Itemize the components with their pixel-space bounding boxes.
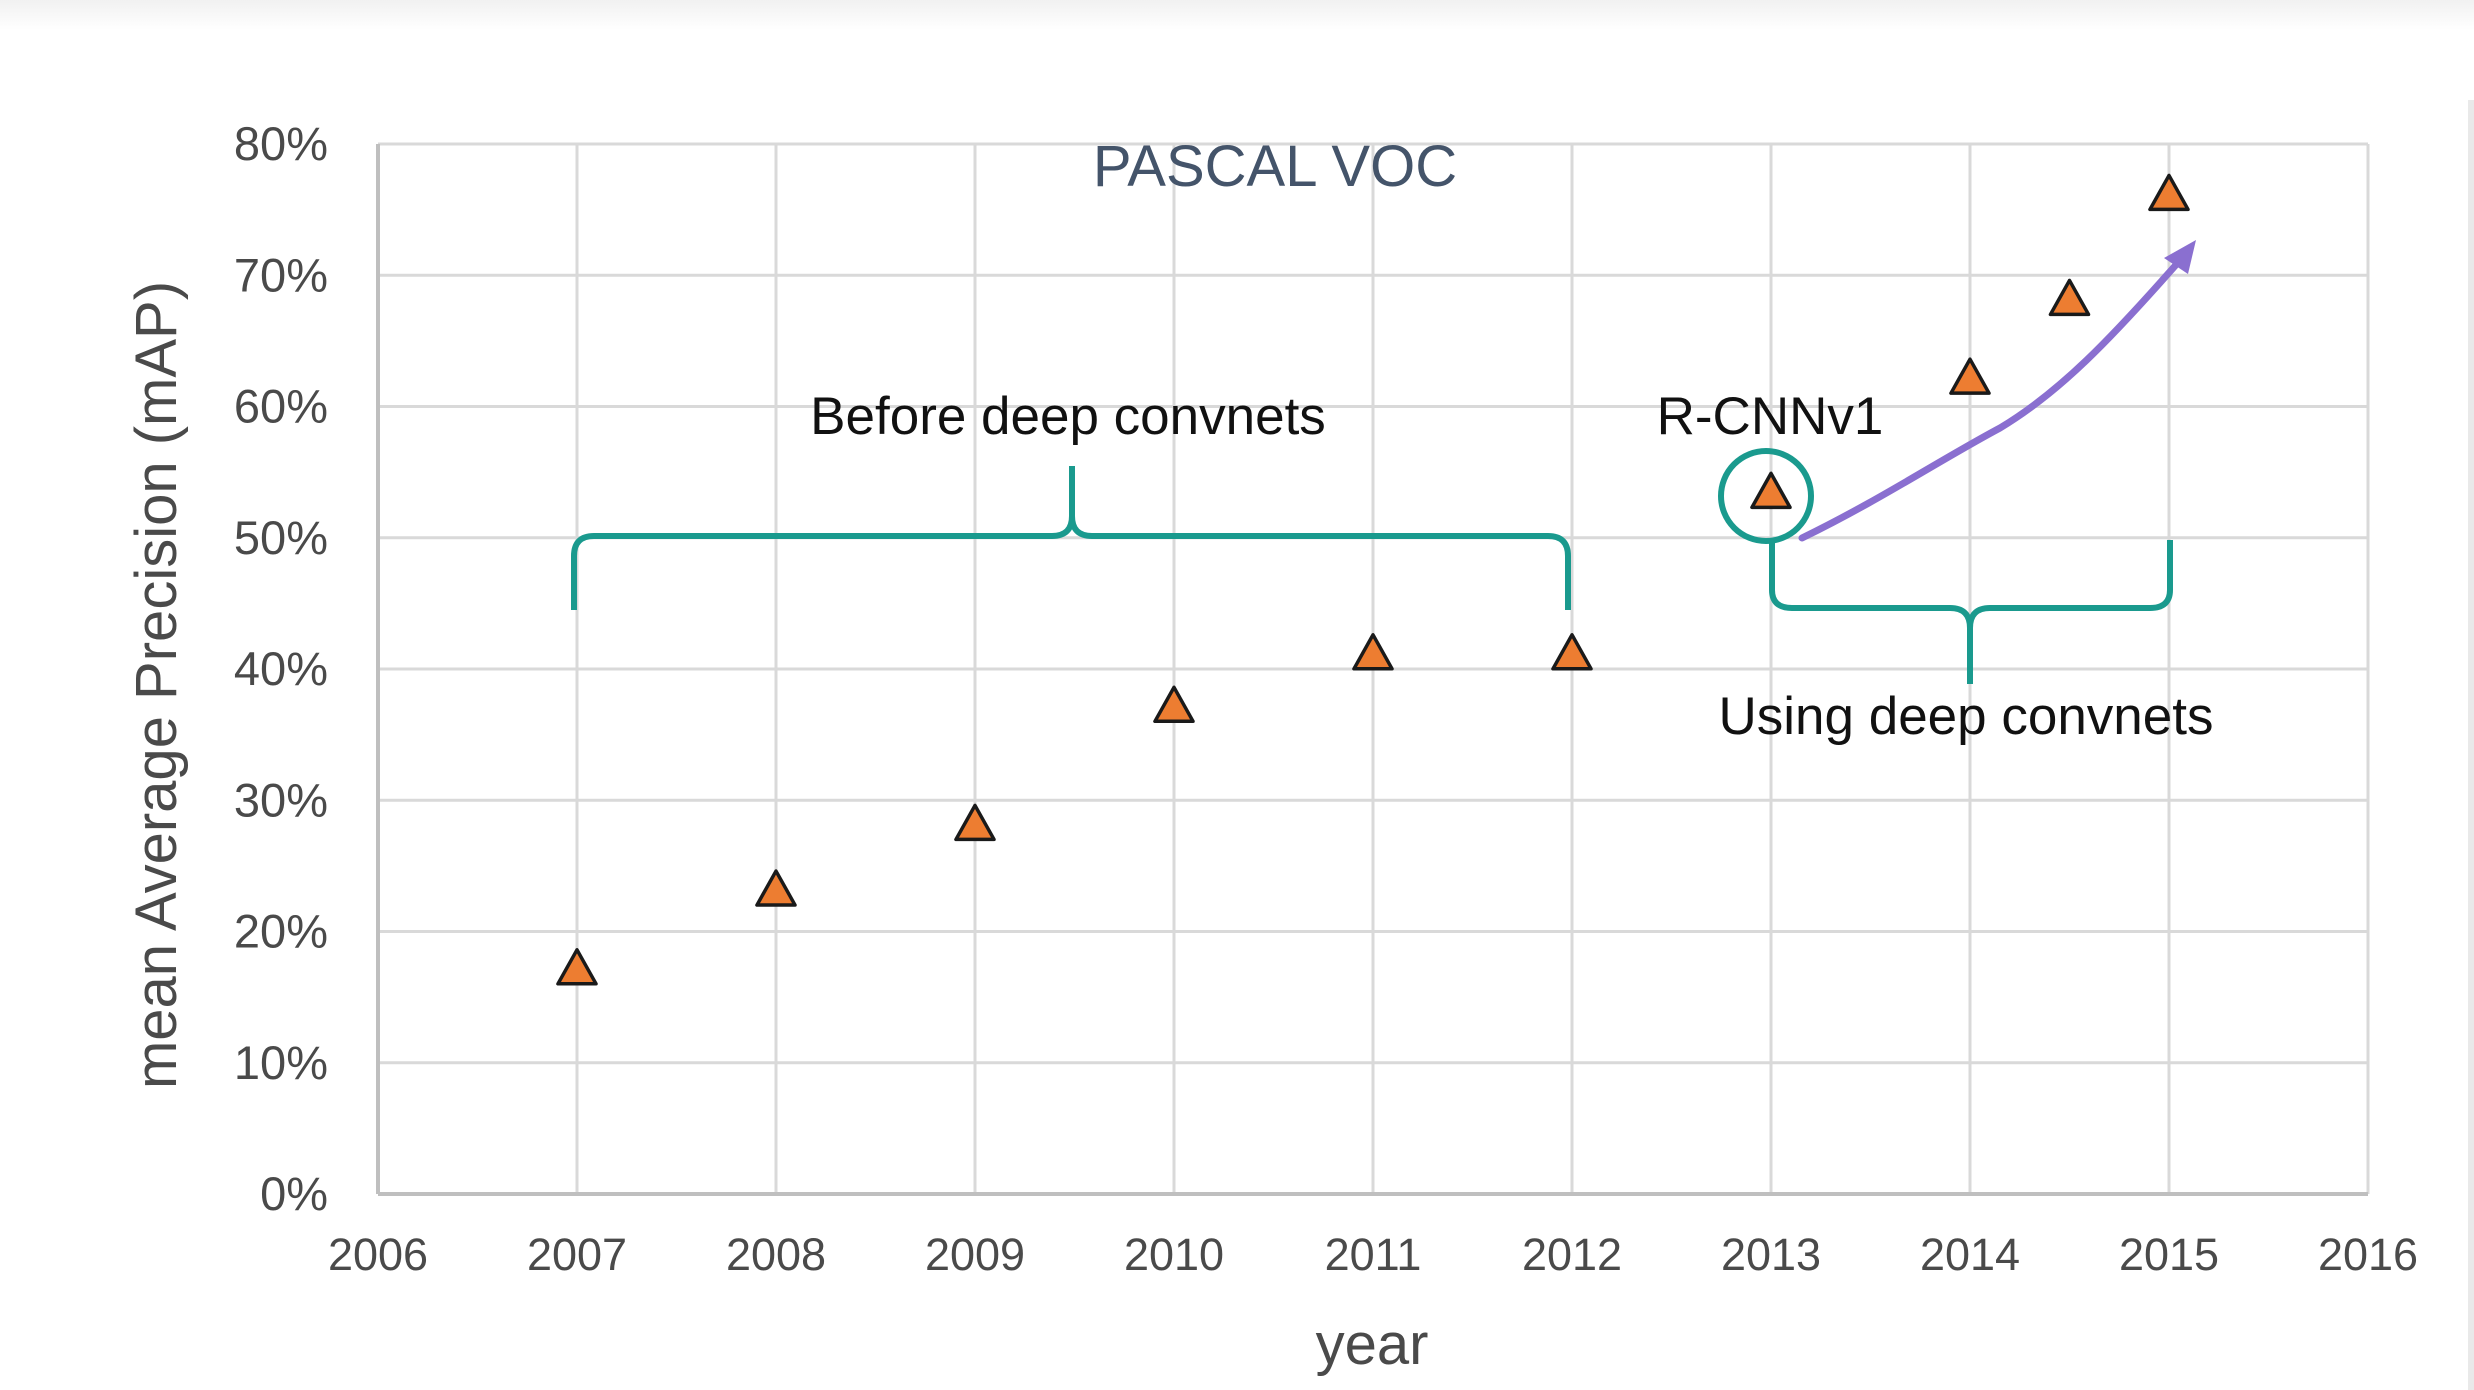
x-tick-label: 2012 bbox=[1522, 1229, 1622, 1280]
data-point-triangle bbox=[2048, 278, 2091, 317]
y-tick-labels: 0% 10% 20% 30% 40% 50% 60% 70% 80% bbox=[234, 117, 328, 1220]
x-tick-label: 2007 bbox=[527, 1229, 627, 1280]
chart-title: PASCAL VOC bbox=[1093, 134, 1457, 199]
x-tick-label: 2015 bbox=[2119, 1229, 2219, 1280]
x-tick-label: 2006 bbox=[328, 1229, 428, 1280]
y-tick-label: 70% bbox=[234, 248, 328, 301]
y-tick-label: 10% bbox=[234, 1036, 328, 1089]
data-markers bbox=[556, 173, 2190, 986]
rcnn-highlight-circle bbox=[1718, 448, 1814, 544]
y-tick-label: 80% bbox=[234, 117, 328, 170]
data-point-triangle bbox=[1551, 633, 1593, 671]
x-tick-label: 2016 bbox=[2318, 1229, 2418, 1280]
x-tick-label: 2009 bbox=[925, 1229, 1025, 1280]
y-tick-label: 40% bbox=[234, 642, 328, 695]
chart-axes bbox=[376, 144, 2368, 1196]
y-axis-title: mean Average Precision (mAP) bbox=[124, 281, 189, 1089]
x-tick-label: 2014 bbox=[1920, 1229, 2020, 1280]
x-tick-label: 2011 bbox=[1325, 1229, 1422, 1280]
y-tick-label: 60% bbox=[234, 380, 328, 433]
data-point-triangle bbox=[954, 803, 996, 842]
x-axis-title: year bbox=[1316, 1312, 1429, 1377]
trend-arrow-head bbox=[2164, 240, 2196, 274]
data-point-triangle bbox=[1153, 685, 1195, 724]
data-point-triangle bbox=[1352, 633, 1394, 671]
rcnn-label: R-CNNv1 bbox=[1657, 387, 1884, 446]
top-shadow-strip bbox=[0, 0, 2474, 30]
using-convnets-bracket bbox=[1769, 540, 2173, 684]
right-edge-strip bbox=[2468, 100, 2474, 1390]
data-point-triangle bbox=[755, 869, 797, 907]
trend-arrow bbox=[1798, 254, 2186, 542]
before-convnets-label: Before deep convnets bbox=[810, 387, 1326, 446]
before-convnets-bracket bbox=[571, 466, 1571, 610]
y-tick-label: 30% bbox=[234, 773, 328, 826]
y-tick-label: 20% bbox=[234, 905, 328, 958]
chart-grid bbox=[378, 142, 2370, 1194]
data-point-triangle bbox=[1949, 357, 1991, 395]
y-tick-label: 0% bbox=[260, 1167, 328, 1220]
data-point-triangle bbox=[2148, 173, 2190, 212]
data-point-triangle bbox=[556, 948, 598, 986]
x-tick-label: 2010 bbox=[1124, 1229, 1224, 1280]
y-tick-label: 50% bbox=[234, 511, 328, 564]
x-tick-labels: 2006 2007 2008 2009 2010 2011 2012 2013 2014 2015… bbox=[328, 1229, 2418, 1280]
x-tick-label: 2008 bbox=[726, 1229, 826, 1280]
data-point-triangle bbox=[1750, 471, 1792, 510]
x-tick-label: 2013 bbox=[1721, 1229, 1821, 1280]
using-convnets-label: Using deep convnets bbox=[1719, 687, 2214, 746]
